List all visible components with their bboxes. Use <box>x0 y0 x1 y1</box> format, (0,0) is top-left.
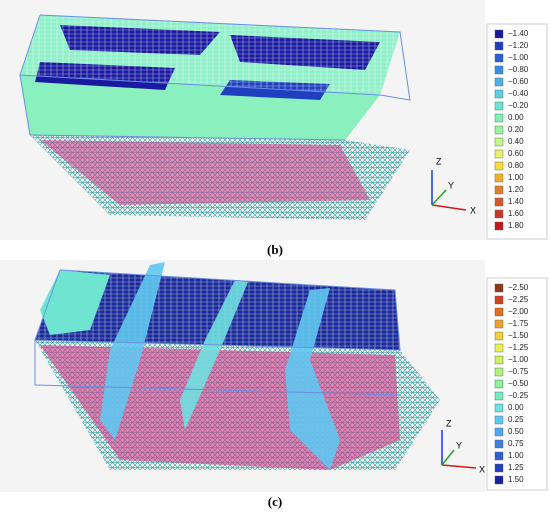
legend-label: −0.25 <box>508 391 529 400</box>
legend-label: 0.50 <box>508 427 524 436</box>
render-b: Z Y X <box>0 0 485 240</box>
legend-swatch <box>494 29 504 39</box>
render-c: Z Y X <box>0 260 485 492</box>
legend-label: −1.50 <box>508 331 529 340</box>
legend-swatch <box>494 161 504 171</box>
mesh-top <box>20 15 400 95</box>
legend-label: −1.00 <box>508 355 529 364</box>
legend-swatch <box>494 307 504 317</box>
legend-label: 1.00 <box>508 451 524 460</box>
legend-label: 0.75 <box>508 439 524 448</box>
legend-swatch <box>494 463 504 473</box>
legend-swatch <box>494 391 504 401</box>
zone <box>100 262 165 440</box>
legend-label: 1.50 <box>508 475 524 484</box>
axis-y <box>441 449 455 466</box>
panel-label: (b) <box>267 242 283 257</box>
legend-swatch <box>494 475 504 485</box>
legend-label: −2.50 <box>508 283 529 292</box>
legend-label: −0.20 <box>508 101 529 110</box>
legend-label: −0.80 <box>508 65 529 74</box>
legend-swatch <box>494 209 504 219</box>
legend-label: 0.20 <box>508 125 524 134</box>
box-edge <box>34 269 401 351</box>
zone <box>180 280 248 430</box>
legend-swatch <box>494 185 504 195</box>
stress-zone <box>40 140 370 205</box>
legend-swatch <box>494 65 504 75</box>
legend-swatch <box>494 403 504 413</box>
legend-swatch <box>494 331 504 341</box>
legend-label: 1.25 <box>508 463 524 472</box>
legend-swatch <box>494 283 504 293</box>
legend-swatch <box>494 113 504 123</box>
legend-label: −0.75 <box>508 367 529 376</box>
legend-label: −0.50 <box>508 379 529 388</box>
box-edge <box>34 384 401 396</box>
legend-swatch <box>494 173 504 183</box>
legend-swatch <box>494 89 504 99</box>
legend-swatch <box>494 137 504 147</box>
box-edge <box>19 14 411 101</box>
axis-label: X <box>479 464 485 474</box>
legend-label: −0.60 <box>508 77 529 86</box>
legend-swatch <box>494 197 504 207</box>
legend-swatch <box>494 451 504 461</box>
legend-swatch <box>494 415 504 425</box>
legend-swatch <box>494 41 504 51</box>
legend-swatch <box>494 221 504 231</box>
legend-label: 0.80 <box>508 161 524 170</box>
legend-swatch <box>494 125 504 135</box>
panel-label: (c) <box>268 494 282 509</box>
axis-label: Z <box>436 156 442 166</box>
legend-label: 1.00 <box>508 173 524 182</box>
legend-label: 0.00 <box>508 403 524 412</box>
legend-label: 1.20 <box>508 185 524 194</box>
axis-y <box>431 189 447 206</box>
axis-x <box>441 464 477 469</box>
legend-label: −2.25 <box>508 295 529 304</box>
legend-label: 0.00 <box>508 113 524 122</box>
legend-label: −1.75 <box>508 319 529 328</box>
box-edge <box>19 74 31 136</box>
legend-label: 1.60 <box>508 209 524 218</box>
legend-label: −2.00 <box>508 307 529 316</box>
legend-label: −1.25 <box>508 343 529 352</box>
box-edge <box>29 134 346 141</box>
legend-swatch <box>494 367 504 377</box>
legend-label: 1.80 <box>508 221 524 230</box>
legend-swatch <box>494 439 504 449</box>
axis-label: Y <box>456 440 462 450</box>
legend-swatch <box>494 295 504 305</box>
legend-swatch <box>494 343 504 353</box>
legend-label: 0.40 <box>508 137 524 146</box>
legend-label: 0.25 <box>508 415 524 424</box>
axis-x <box>431 204 467 211</box>
zone <box>285 288 340 470</box>
axis-label: Z <box>446 418 452 428</box>
legend-label: 0.60 <box>508 149 524 158</box>
legend-label: −1.20 <box>508 41 529 50</box>
legend-label: 1.40 <box>508 197 524 206</box>
legend-swatch <box>494 319 504 329</box>
legend-label: −1.40 <box>508 29 529 38</box>
legend-label: −0.40 <box>508 89 529 98</box>
legend-swatch <box>494 427 504 437</box>
axis-label: X <box>470 205 476 215</box>
legend-label: −1.00 <box>508 53 529 62</box>
legend-swatch <box>494 149 504 159</box>
zone <box>40 270 110 335</box>
axis-label: Y <box>448 180 454 190</box>
legend-swatch <box>494 355 504 365</box>
legend-swatch <box>494 101 504 111</box>
legend-swatch <box>494 53 504 63</box>
legend-swatch <box>494 77 504 87</box>
legend-swatch <box>494 379 504 389</box>
